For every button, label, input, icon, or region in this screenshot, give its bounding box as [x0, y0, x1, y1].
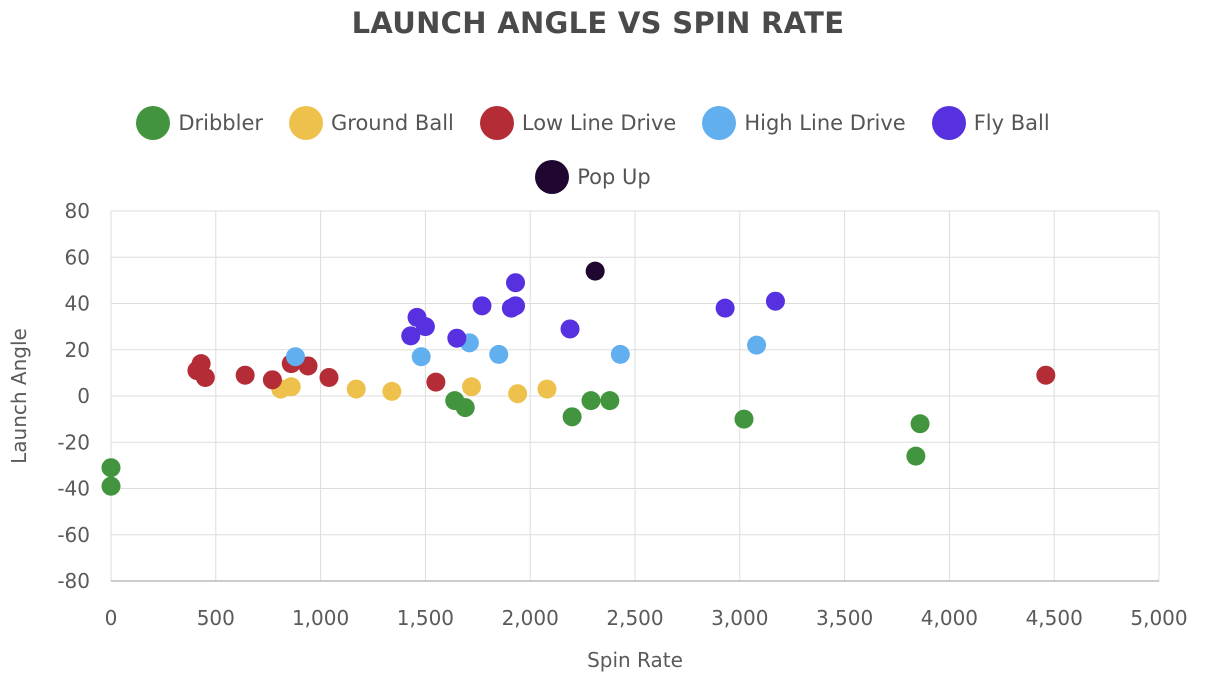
data-point-ground-ball[interactable] — [537, 379, 557, 399]
data-point-ground-ball[interactable] — [508, 384, 528, 404]
data-point-fly-ball[interactable] — [401, 326, 421, 346]
x-tick-label: 4,000 — [921, 606, 978, 630]
data-point-dribbler[interactable] — [562, 407, 582, 427]
data-point-fly-ball[interactable] — [506, 273, 526, 293]
data-point-ground-ball[interactable] — [382, 381, 402, 401]
y-tick-label: 80 — [65, 199, 90, 223]
x-tick-label: 3,500 — [816, 606, 873, 630]
y-tick-label: -80 — [57, 569, 90, 593]
axes: 0 500 1,000 1,500 2,000 2,500 3,000 3,500 4,000 4… — [57, 199, 1187, 630]
data-point-ground-ball[interactable] — [346, 379, 366, 399]
data-point-low-line-drive[interactable] — [426, 372, 446, 392]
data-point-low-line-drive[interactable] — [262, 370, 282, 390]
x-tick-label: 1,000 — [292, 606, 349, 630]
y-tick-label: -20 — [57, 430, 90, 454]
x-axis-title: Spin Rate — [587, 648, 683, 672]
series-ground-ball — [271, 377, 557, 404]
legend-label-low-line-drive: Low Line Drive — [521, 111, 677, 135]
series-pop-up — [585, 261, 605, 281]
data-point-dribbler[interactable] — [910, 414, 930, 434]
legend-swatch-high-line-drive — [702, 106, 737, 140]
data-point-dribbler[interactable] — [101, 476, 121, 496]
x-tick-label: 3,000 — [711, 606, 768, 630]
data-point-ground-ball[interactable] — [281, 377, 301, 397]
legend-row-2: Pop Up — [0, 160, 1186, 194]
data-point-high-line-drive[interactable] — [285, 347, 305, 367]
legend-swatch-fly-ball — [931, 106, 966, 140]
data-points — [101, 261, 1056, 496]
y-axis-title: Launch Angle — [7, 328, 31, 464]
legend-label-high-line-drive: High Line Drive — [744, 111, 906, 135]
x-tick-label: 5,000 — [1130, 606, 1187, 630]
y-tick-label: 20 — [65, 338, 90, 362]
data-point-fly-ball[interactable] — [765, 291, 785, 311]
x-tick-label: 1,500 — [397, 606, 454, 630]
data-point-ground-ball[interactable] — [462, 377, 482, 397]
legend-item-high-line-drive[interactable]: High Line Drive — [702, 106, 906, 140]
data-point-fly-ball[interactable] — [506, 296, 526, 316]
y-tick-label: 60 — [65, 245, 90, 269]
data-point-high-line-drive[interactable] — [610, 344, 630, 364]
data-point-dribbler[interactable] — [734, 409, 754, 429]
legend-label-pop-up: Pop Up — [577, 165, 651, 189]
data-point-low-line-drive[interactable] — [319, 368, 339, 387]
x-tick-label: 2,500 — [606, 606, 663, 630]
data-point-dribbler[interactable] — [101, 458, 121, 478]
legend-label-ground-ball: Ground Ball — [331, 111, 454, 135]
data-point-high-line-drive[interactable] — [489, 344, 509, 364]
y-tick-label: 40 — [65, 292, 90, 316]
legend-item-low-line-drive[interactable]: Low Line Drive — [479, 106, 677, 140]
x-tick-label: 0 — [105, 606, 118, 630]
y-tick-label: -40 — [57, 477, 90, 501]
data-point-fly-ball[interactable] — [560, 319, 580, 339]
y-tick-label: -60 — [57, 523, 90, 547]
legend-row-1: Dribbler Ground Ball Low Line Drive High… — [0, 106, 1186, 140]
legend-item-dribbler[interactable]: Dribbler — [136, 106, 263, 140]
legend-item-ground-ball[interactable]: Ground Ball — [289, 106, 454, 140]
data-point-dribbler[interactable] — [906, 446, 926, 466]
legend-label-dribbler: Dribbler — [178, 111, 263, 135]
data-point-low-line-drive[interactable] — [195, 368, 215, 387]
data-point-fly-ball[interactable] — [447, 328, 467, 348]
series-fly-ball — [401, 273, 785, 348]
x-tick-label: 4,500 — [1026, 606, 1083, 630]
data-point-high-line-drive[interactable] — [411, 347, 431, 367]
grid-lines — [110, 210, 1160, 582]
data-point-high-line-drive[interactable] — [747, 335, 767, 355]
x-tick-label: 2,000 — [502, 606, 559, 630]
data-point-fly-ball[interactable] — [472, 296, 492, 316]
y-tick-label: 0 — [77, 384, 90, 408]
data-point-dribbler[interactable] — [455, 398, 475, 418]
data-point-low-line-drive[interactable] — [235, 365, 255, 385]
data-point-dribbler[interactable] — [581, 391, 601, 411]
x-tick-label: 500 — [197, 606, 235, 630]
data-point-pop-up[interactable] — [585, 261, 605, 281]
data-point-low-line-drive[interactable] — [1036, 365, 1056, 385]
chart-title: LAUNCH ANGLE VS SPIN RATE — [351, 6, 845, 40]
data-point-dribbler[interactable] — [600, 391, 620, 411]
legend-swatch-dribbler — [136, 106, 171, 140]
legend-label-fly-ball: Fly Ball — [973, 111, 1050, 135]
legend-item-fly-ball[interactable]: Fly Ball — [931, 106, 1050, 140]
legend-swatch-ground-ball — [289, 106, 323, 140]
data-point-fly-ball[interactable] — [415, 317, 435, 337]
data-point-fly-ball[interactable] — [715, 298, 735, 318]
legend-swatch-low-line-drive — [479, 106, 514, 140]
legend-swatch-pop-up — [535, 160, 570, 194]
legend-item-pop-up[interactable]: Pop Up — [535, 160, 651, 194]
series-dribbler — [101, 391, 930, 496]
